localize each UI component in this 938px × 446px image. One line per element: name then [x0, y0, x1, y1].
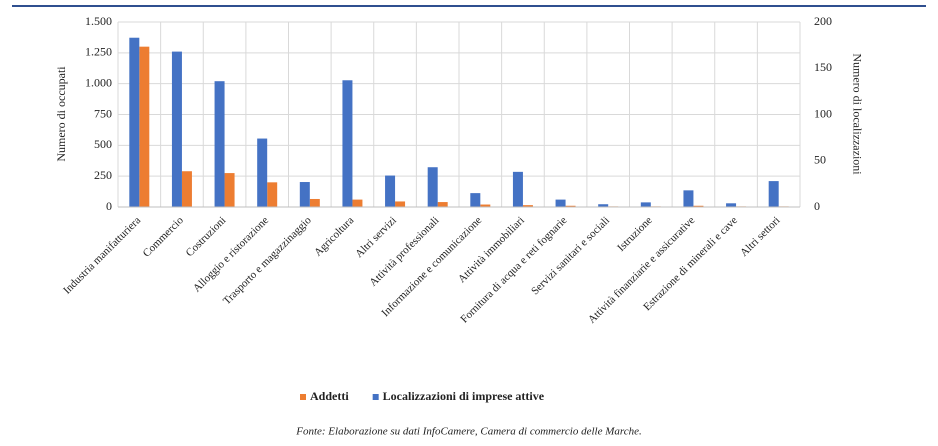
y2-tick-label: 150	[814, 60, 832, 74]
x-tick-label: Agricoltura	[312, 214, 356, 258]
bar	[427, 167, 438, 207]
y-axis-title: Numero di occupati	[54, 66, 68, 162]
x-tick-label: Altri servizi	[353, 214, 399, 260]
legend-swatch	[300, 394, 306, 400]
bar	[512, 171, 523, 207]
y-tick-label: 250	[94, 168, 112, 182]
bar	[470, 193, 481, 207]
source-note: Fonte: Elaborazione su dati InfoCamere, …	[295, 426, 642, 438]
bar	[385, 175, 396, 207]
y2-tick-label: 0	[814, 199, 820, 213]
x-tick-label: Industria manifatturiera	[61, 214, 143, 296]
bar	[181, 171, 192, 207]
bar	[768, 181, 779, 207]
y2-axis-title: Numero di localizzazioni	[850, 53, 864, 175]
bar	[224, 173, 235, 207]
legend-label: Addetti	[310, 389, 349, 403]
y-tick-label: 500	[94, 137, 112, 151]
x-tick-label: Commercio	[141, 214, 187, 260]
y-tick-label: 0	[106, 199, 112, 213]
bar	[171, 51, 182, 207]
bar	[342, 80, 353, 207]
y2-tick-label: 200	[814, 14, 832, 28]
bar	[395, 201, 406, 207]
y-tick-label: 750	[94, 106, 112, 120]
bar	[598, 204, 609, 207]
x-tick-label: Trasporto e magazzinaggio	[221, 214, 314, 307]
y2-tick-label: 50	[814, 153, 826, 167]
y-tick-label: 1.500	[85, 14, 112, 28]
bar	[309, 198, 320, 207]
x-tick-label: Alloggio e ristorazione	[191, 214, 271, 294]
bar	[139, 46, 150, 207]
bar	[555, 199, 566, 207]
x-tick-label: Altri settori	[738, 214, 783, 259]
bar	[683, 190, 694, 207]
y2-tick-label: 100	[814, 106, 832, 120]
x-tick-label: Costruzioni	[184, 214, 229, 259]
bar	[352, 199, 363, 207]
bar	[437, 202, 448, 207]
x-tick-label: Istruzione	[615, 214, 655, 254]
bar	[726, 203, 737, 207]
bar	[480, 204, 491, 207]
bar	[257, 138, 268, 207]
bar	[693, 205, 704, 207]
bar	[640, 202, 651, 207]
legend-label: Localizzazioni di imprese attive	[383, 389, 545, 403]
y-tick-label: 1.000	[85, 75, 112, 89]
legend-swatch	[372, 394, 379, 400]
bar	[565, 205, 576, 207]
y-tick-label: 1.250	[85, 45, 112, 59]
bar	[214, 81, 225, 207]
bar	[522, 205, 533, 207]
x-tick-label: Servizi sanitari e sociali	[529, 214, 612, 297]
bar	[267, 182, 278, 207]
bar	[129, 37, 140, 207]
bar	[299, 182, 310, 207]
